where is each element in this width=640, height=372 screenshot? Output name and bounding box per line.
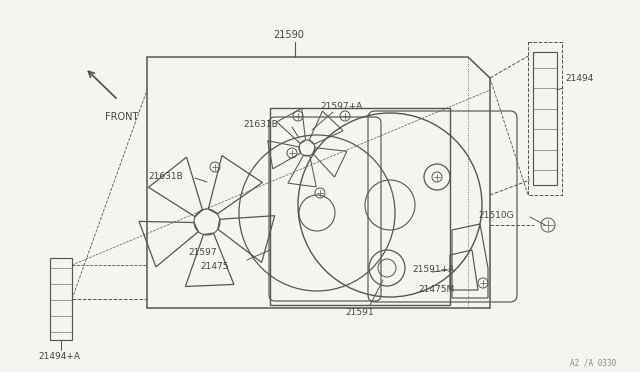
Text: 21591+A: 21591+A (412, 265, 454, 274)
Text: 21597+A: 21597+A (320, 102, 362, 111)
Text: 21591: 21591 (345, 308, 374, 317)
Text: 21631B: 21631B (243, 120, 278, 129)
Text: 21494: 21494 (565, 74, 593, 83)
Text: 21475: 21475 (200, 262, 228, 271)
Text: A2 /A 0330: A2 /A 0330 (570, 358, 616, 367)
Text: 21631B: 21631B (148, 172, 183, 181)
Text: FRONT: FRONT (105, 112, 138, 122)
Text: 21590: 21590 (273, 30, 304, 40)
Text: 21510G: 21510G (478, 211, 514, 219)
Text: 21475M: 21475M (418, 285, 454, 294)
Text: 21597: 21597 (188, 248, 216, 257)
Text: 21494+A: 21494+A (38, 352, 80, 361)
